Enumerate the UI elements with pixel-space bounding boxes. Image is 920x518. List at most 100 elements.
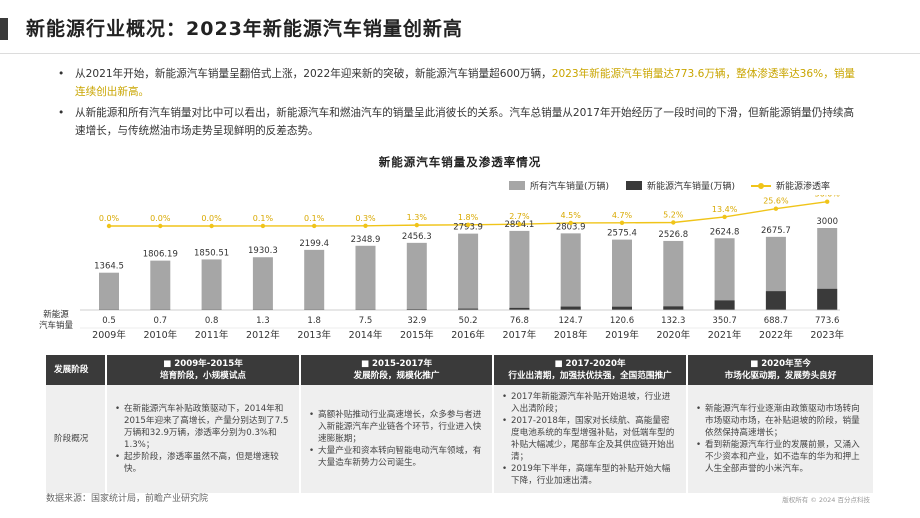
- rate-point: [722, 214, 727, 220]
- rate-label: 0.1%: [304, 214, 325, 223]
- phase-cell: 2017年新能源汽车补贴开始退坡，行业进入出清阶段； 2017-2018年，国家…: [493, 385, 688, 493]
- nev-value-label: 688.7: [764, 316, 788, 326]
- legend-swatch-rate: [751, 182, 771, 189]
- x-tick-label: 2013年: [297, 329, 331, 341]
- legend-label-rate: 新能源渗透率: [776, 182, 831, 192]
- rate-point: [106, 223, 112, 229]
- bullet-dot: •: [58, 107, 65, 119]
- total-value-label: 1806.19: [143, 250, 178, 260]
- rate-label: 0.0%: [99, 214, 120, 223]
- rate-point: [209, 223, 214, 229]
- total-value-label: 2575.4: [607, 229, 637, 239]
- phase-row-label: 阶段概况: [46, 385, 107, 493]
- phase-cell-item: 2019年下半年，高端车型的补贴开始大幅下降，行业加速出清。: [502, 463, 678, 487]
- bullet-dot: •: [58, 68, 65, 80]
- nev-value-label: 132.3: [661, 316, 685, 326]
- total-value-label: 2624.8: [710, 227, 740, 237]
- bar-total: [714, 238, 735, 310]
- bullet-highlight: 2023年新能源汽车销量达773.6万辆，整体渗透率达36%，销量连续创出新高。: [75, 68, 856, 98]
- total-value-label: 3000: [816, 217, 838, 227]
- bar-total: [458, 233, 479, 310]
- legend-item-nev: 新能源汽车销量(万辆): [626, 179, 735, 192]
- rate-label: 4.7%: [612, 211, 633, 220]
- phase-cell-item: 看到新能源汽车行业的发展前景，又涌入不少资本和产业，如不造车的华为和押上人生全部…: [696, 439, 865, 475]
- total-value-label: 1850.51: [194, 248, 229, 258]
- nev-value-label: 1.8: [307, 316, 321, 326]
- x-tick-label: 2009年: [92, 329, 126, 341]
- nev-value-label: 32.9: [407, 316, 426, 326]
- phase-content-row: 阶段概况 在新能源汽车补贴政策驱动下，2014年和2015年迎来了高增长，产量分…: [46, 385, 875, 493]
- rate-point: [671, 220, 676, 225]
- legend-swatch-nev: [626, 181, 642, 190]
- row-label-line1: 新能源: [43, 309, 69, 320]
- rate-point: [414, 222, 419, 228]
- bar-nev: [612, 306, 632, 310]
- x-tick-label: 2018年: [554, 329, 588, 341]
- x-tick-label: 2022年: [759, 329, 793, 341]
- bar-total: [663, 240, 684, 310]
- nev-value-label: 773.6: [815, 316, 839, 326]
- total-value-label: 2348.9: [351, 235, 381, 245]
- x-tick-label: 2011年: [195, 329, 229, 341]
- chart-title: 新能源汽车销量及渗透率情况: [378, 155, 542, 169]
- x-tick-label: 2020年: [656, 329, 690, 341]
- x-tick-label: 2014年: [349, 329, 383, 341]
- legend-swatch-total: [509, 181, 525, 190]
- nev-value-label: 0.8: [205, 316, 219, 326]
- x-tick-label: 2012年: [246, 329, 280, 341]
- bar-nev: [714, 300, 735, 310]
- nev-value-label: 7.5: [359, 316, 373, 326]
- phase-header: ■ 2009年-2015年 培育阶段，小规模试点: [106, 355, 301, 385]
- phase-header-label: 发展阶段: [46, 355, 107, 385]
- x-tick-label: 2016年: [451, 329, 485, 341]
- phase-head-title: ■ 2009年-2015年: [163, 359, 243, 369]
- bar-total: [355, 245, 376, 310]
- phase-cell-item: 起步阶段，渗透率虽然不高，但是增速较快。: [115, 451, 291, 475]
- rate-label: 0.1%: [253, 214, 274, 223]
- rate-label: 5.2%: [663, 210, 684, 219]
- rate-label: 1.3%: [407, 213, 428, 222]
- nev-value-label: 76.8: [510, 316, 529, 326]
- bullet-item: • 从新能源和所有汽车销量对比中可以看出，新能源汽车和燃油汽车的销量呈此消彼长的…: [58, 105, 858, 140]
- total-value-label: 1930.3: [248, 246, 278, 256]
- phase-head-title: ■ 2020年至今: [750, 359, 811, 369]
- total-value-label: 1364.5: [94, 262, 124, 272]
- header-bar: 新能源行业概况：2023年新能源汽车销量创新高: [0, 0, 920, 54]
- bar-nev: [560, 306, 581, 310]
- phase-cell: 在新能源汽车补贴政策驱动下，2014年和2015年迎来了高增长，产量分别达到了7…: [106, 385, 301, 493]
- bar-nev: [817, 288, 838, 310]
- rate-point: [260, 223, 266, 229]
- x-tick-label: 2019年: [605, 329, 639, 341]
- bar-nev: [509, 307, 530, 310]
- rate-point: [619, 220, 625, 226]
- title-accent-bar: [0, 18, 8, 40]
- bullet-text: 从新能源和所有汽车销量对比中可以看出，新能源汽车和燃油汽车的销量呈此消彼长的关系…: [75, 107, 855, 137]
- sales-chart: 1364.5 0.0% 0.5 2009年 1806.19 0.0% 0.7 2010年 185…: [39, 195, 845, 341]
- bar-nev: [458, 308, 479, 310]
- phase-header: ■ 2017-2020年 行业出清期，加强扶优扶强，全国范围推广: [493, 355, 688, 385]
- rate-label: 36.0%: [814, 195, 840, 199]
- phase-header-row: 发展阶段 ■ 2009年-2015年 培育阶段，小规模试点 ■ 2015-2017…: [46, 355, 875, 385]
- phase-cell: 新能源汽车行业逐渐由政策驱动市场转向市场驱动市场，在补贴退坡的阶段，销量依然保持…: [687, 385, 875, 493]
- row-label-line2: 汽车销量: [39, 320, 74, 331]
- phase-cell: 高额补贴推动行业高速增长，众多参与者进入新能源汽车产业链各个环节，行业进入快速膨…: [300, 385, 494, 493]
- phase-table: 发展阶段 ■ 2009年-2015年 培育阶段，小规模试点 ■ 2015-2017…: [46, 355, 875, 493]
- legend-item-rate: 新能源渗透率: [751, 179, 830, 192]
- rate-label: 0.0%: [201, 214, 222, 223]
- phase-header: ■ 2015-2017年 发展阶段，规模化推广: [300, 355, 494, 385]
- total-value-label: 2803.9: [556, 222, 586, 232]
- phase-head-title: ■ 2017-2020年: [554, 359, 626, 369]
- nev-value-label: 50.2: [459, 316, 478, 326]
- nev-value-label: 0.7: [154, 316, 168, 326]
- bar-total: [612, 239, 632, 310]
- rate-point: [773, 206, 779, 211]
- legend-label-total: 所有汽车销量(万辆): [530, 182, 610, 192]
- phase-cell-item: 2017年新能源汽车补贴开始退坡，行业进入出清阶段；: [502, 391, 678, 415]
- phase-cell-item: 新能源汽车行业逐渐由政策驱动市场转向市场驱动市场，在补贴退坡的阶段，销量依然保持…: [696, 403, 865, 439]
- rate-point: [363, 223, 368, 228]
- nev-value-label: 120.6: [610, 316, 634, 326]
- bar-nev: [406, 309, 427, 310]
- phase-head-sub: 培育阶段，小规模试点: [160, 371, 246, 381]
- total-value-label: 2793.9: [453, 223, 483, 233]
- nev-value-label: 1.3: [256, 316, 270, 326]
